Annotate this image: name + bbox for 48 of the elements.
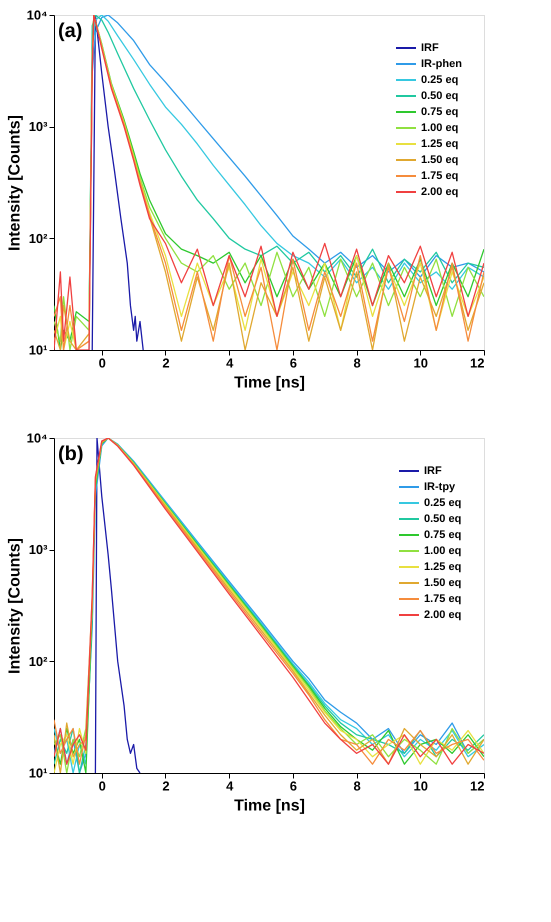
x-axis-title: Time [ns] [234,798,305,814]
legend-label: 1.00 eq [424,545,462,557]
y-tick-label: 10³ [28,542,48,558]
legend-label: 0.25 eq [421,74,458,86]
x-tick-label: 6 [290,778,298,794]
legend-label: IR-phen [421,58,462,70]
legend-label: IR-tpy [424,481,456,493]
legend-label: 0.75 eq [421,106,458,118]
y-tick-label: 10³ [28,119,48,134]
x-tick-label: 2 [162,356,170,370]
y-tick-label: 10² [28,230,48,246]
legend-label: 1.25 eq [421,138,458,150]
y-tick-label: 10⁴ [26,430,48,446]
legend-label: 2.00 eq [421,186,458,198]
legend-label: 0.50 eq [424,513,462,525]
x-tick-label: 10 [414,778,428,794]
x-tick-label: 6 [290,356,298,370]
x-tick-label: 8 [353,778,361,794]
x-tick-label: 4 [226,356,234,370]
y-axis-title: Intensity [Counts] [6,538,24,674]
legend-label: 1.50 eq [421,154,458,166]
y-tick-label: 10² [28,654,48,669]
x-tick-label: 4 [226,778,234,794]
y-tick-label: 10⁴ [26,8,48,22]
x-tick-label: 12 [470,356,484,370]
x-tick-label: 8 [353,356,361,370]
y-axis-title: Intensity [Counts] [6,115,24,251]
x-tick-label: 2 [162,778,170,794]
x-tick-label: 0 [98,356,106,370]
legend-label: 1.00 eq [421,122,458,134]
legend-label: 1.25 eq [424,561,462,573]
annotation: (b) [58,443,84,465]
y-tick-label: 10¹ [28,342,48,358]
legend-label: IRF [421,42,439,54]
x-axis-title: Time [ns] [234,374,305,392]
legend-label: IRF [424,465,442,477]
x-tick-label: 12 [470,778,484,794]
y-tick-label: 10¹ [28,766,48,780]
legend-label: 0.50 eq [421,90,458,102]
annotation: (a) [58,20,82,42]
legend-label: 0.75 eq [424,529,462,541]
legend-label: 2.00 eq [424,609,462,621]
legend-label: 0.25 eq [424,497,462,509]
x-tick-label: 0 [98,778,106,794]
legend-label: 1.75 eq [424,593,462,605]
x-tick-label: 10 [414,356,428,370]
legend-label: 1.75 eq [421,170,458,182]
legend-label: 1.50 eq [424,577,462,589]
